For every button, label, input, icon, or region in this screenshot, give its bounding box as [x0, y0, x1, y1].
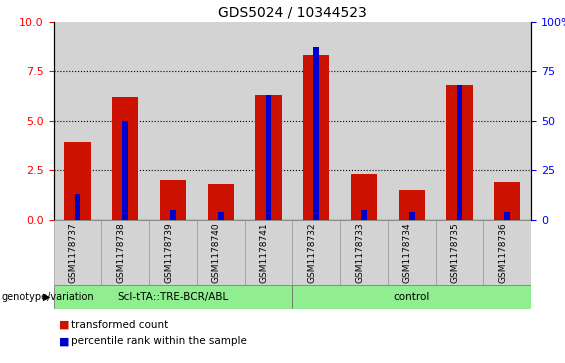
Title: GDS5024 / 10344523: GDS5024 / 10344523	[218, 5, 367, 19]
Bar	[64, 142, 90, 220]
Bar	[446, 85, 472, 220]
Text: GSM1178737: GSM1178737	[68, 222, 77, 283]
Bar	[399, 190, 425, 220]
Text: transformed count: transformed count	[71, 320, 168, 330]
Text: GSM1178732: GSM1178732	[307, 222, 316, 283]
Bar	[208, 184, 234, 220]
Text: genotype/variation: genotype/variation	[1, 292, 94, 302]
Text: ▶: ▶	[44, 292, 51, 302]
Text: percentile rank within the sample: percentile rank within the sample	[71, 336, 246, 346]
Bar	[102, 220, 149, 285]
Bar	[484, 220, 531, 285]
Bar	[293, 285, 531, 309]
Text: control: control	[394, 292, 430, 302]
Bar	[170, 210, 176, 220]
Bar	[112, 97, 138, 220]
Bar	[436, 220, 484, 285]
Bar	[245, 220, 293, 285]
Bar	[494, 182, 520, 220]
Bar	[505, 212, 510, 220]
Text: Scl-tTA::TRE-BCR/ABL: Scl-tTA::TRE-BCR/ABL	[118, 292, 229, 302]
Text: GSM1178740: GSM1178740	[212, 222, 221, 283]
Text: GSM1178734: GSM1178734	[403, 222, 412, 283]
Bar	[266, 95, 271, 220]
Bar	[351, 174, 377, 220]
Bar	[75, 194, 80, 220]
Bar	[149, 220, 197, 285]
Bar	[409, 212, 415, 220]
Bar	[54, 285, 293, 309]
Bar	[255, 95, 281, 220]
Bar	[293, 220, 340, 285]
Bar	[160, 180, 186, 220]
Bar	[303, 56, 329, 220]
Bar	[457, 85, 462, 220]
Text: GSM1178735: GSM1178735	[450, 222, 459, 283]
Bar	[388, 220, 436, 285]
Text: GSM1178741: GSM1178741	[259, 222, 268, 283]
Bar	[361, 210, 367, 220]
Text: GSM1178733: GSM1178733	[355, 222, 364, 283]
Bar	[197, 220, 245, 285]
Bar	[218, 212, 224, 220]
Text: GSM1178739: GSM1178739	[164, 222, 173, 283]
Bar	[340, 220, 388, 285]
Bar	[54, 220, 102, 285]
Bar	[123, 121, 128, 220]
Text: GSM1178738: GSM1178738	[116, 222, 125, 283]
Bar	[314, 48, 319, 220]
Text: ■: ■	[59, 336, 70, 346]
Text: GSM1178736: GSM1178736	[498, 222, 507, 283]
Text: ■: ■	[59, 320, 70, 330]
